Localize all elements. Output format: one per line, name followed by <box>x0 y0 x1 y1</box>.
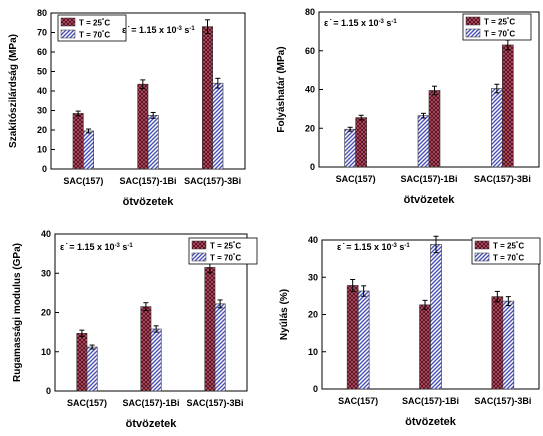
bar <box>212 82 224 170</box>
chart-panel-3: 0 10 20 30 40 Rugamassági modulus (GPa) SAC(15… <box>12 229 258 430</box>
x-tick-label: SAC(157)-1Bi <box>402 396 459 406</box>
x-axis-label: ötvözetek <box>126 418 178 430</box>
x-axis-label: ötvözetek <box>123 196 175 208</box>
y-tick-label: 20 <box>305 123 315 133</box>
bar <box>417 115 430 168</box>
y-tick-label: 30 <box>41 268 51 278</box>
bar <box>72 113 84 170</box>
y-tick-label: 0 <box>310 162 315 172</box>
y-tick-label: 40 <box>305 85 315 95</box>
bar <box>86 346 98 392</box>
legend: T = 25°C T = 70°C <box>188 237 258 265</box>
strain-rate-annotation: ε ̇ = 1.15 x 10-3 s-1 <box>324 18 397 28</box>
legend-swatch <box>465 16 481 26</box>
bar <box>83 130 94 170</box>
legend: T = 25°C T = 70°C <box>57 14 127 42</box>
x-tick-label: SAC(157) <box>336 174 376 184</box>
bar <box>346 285 359 390</box>
y-tick-label: 20 <box>37 125 47 135</box>
bar <box>355 117 367 168</box>
legend-swatch <box>191 240 207 250</box>
y-axis-label: Nyúlás (%) <box>279 289 290 340</box>
strain-rate-annotation: ε ̇ = 1.15 x 10-3 s-1 <box>60 242 133 252</box>
legend-label: T = 25°C <box>484 18 515 27</box>
legend: T = 25°C T = 70°C <box>462 13 532 41</box>
x-axis-label: ötvözetek <box>404 194 456 206</box>
y-tick-label: 40 <box>41 229 51 239</box>
bar <box>502 44 514 168</box>
legend-swatch <box>465 28 481 38</box>
x-tick-label: SAC(157) <box>67 398 107 408</box>
y-tick-label: 30 <box>37 106 47 116</box>
x-tick-label: SAC(157)-1Bi <box>122 398 179 408</box>
y-tick-label: 10 <box>41 347 51 357</box>
y-axis-label: Rugamassági modulus (GPa) <box>12 243 23 382</box>
legend-label: T = 25°C <box>79 19 110 28</box>
y-tick-label: 60 <box>37 47 47 57</box>
y-tick-label: 0 <box>42 164 47 174</box>
legend-label: T = 25°C <box>493 242 524 251</box>
legend-label: T = 25°C <box>210 242 241 251</box>
legend-swatch <box>474 252 490 262</box>
legend-swatch <box>60 17 76 27</box>
y-tick-label: 10 <box>308 347 318 357</box>
x-tick-label: SAC(157) <box>63 176 103 186</box>
y-tick-label: 20 <box>308 310 318 320</box>
bar <box>150 328 162 392</box>
chart-panel-4: 0 10 20 30 40 Nyúlás (%) SAC(157) SAC(157)-1Bi S… <box>279 235 541 428</box>
y-tick-label: 60 <box>305 46 315 56</box>
legend: T = 25°C T = 70°C <box>471 237 541 265</box>
x-tick-label: SAC(157)-3Bi <box>474 174 531 184</box>
bar <box>428 90 441 168</box>
bar <box>204 267 216 392</box>
y-tick-label: 70 <box>37 28 47 38</box>
y-tick-label: 0 <box>46 386 51 396</box>
bar <box>419 304 431 390</box>
y-tick-label: 80 <box>305 7 315 17</box>
x-tick-label: SAC(157)-1Bi <box>400 174 457 184</box>
chart-panel-1: 0 10 20 30 40 50 60 70 80 Szakítószilárdság (MPa)… <box>8 8 246 208</box>
legend-swatch <box>60 29 76 39</box>
strain-rate-annotation: ε ̇ = 1.15 x 10-3 s-1 <box>337 242 410 252</box>
x-tick-label: SAC(157)-3Bi <box>186 398 243 408</box>
y-tick-label: 80 <box>37 8 47 18</box>
bar <box>344 128 356 168</box>
y-tick-label: 20 <box>41 308 51 318</box>
legend-label: T = 70°C <box>79 31 110 40</box>
y-axis-label: Folyáshatár (MPa) <box>276 46 287 132</box>
y-tick-label: 40 <box>308 235 318 245</box>
bar <box>137 83 149 170</box>
bar <box>76 333 88 392</box>
y-axis-label: Szakítószilárdság (MPa) <box>8 34 19 148</box>
y-tick-label: 40 <box>37 86 47 96</box>
y-tick-label: 0 <box>313 384 318 394</box>
y-tick-label: 10 <box>37 145 47 155</box>
bar <box>357 290 370 390</box>
y-tick-label: 30 <box>308 272 318 282</box>
bar <box>491 296 504 390</box>
bar <box>140 306 152 392</box>
bar <box>214 303 226 392</box>
legend-label: T = 70°C <box>493 254 524 263</box>
y-tick-label: 50 <box>37 67 47 77</box>
legend-label: T = 70°C <box>210 254 241 263</box>
bar <box>502 300 515 390</box>
x-tick-label: SAC(157) <box>338 396 378 406</box>
chart-panel-2: 0 20 40 60 80 Folyáshatár (MPa) SAC(157) SAC(15… <box>276 7 540 206</box>
bar <box>430 244 442 390</box>
x-tick-label: SAC(157)-1Bi <box>119 176 176 186</box>
bar <box>202 26 213 170</box>
bar <box>491 88 503 168</box>
legend-swatch <box>474 240 490 250</box>
bar <box>147 115 159 170</box>
legend-swatch <box>191 252 207 262</box>
legend-label: T = 70°C <box>484 30 515 39</box>
x-tick-label: SAC(157)-3Bi <box>184 176 241 186</box>
x-axis-label: ötvözetek <box>405 416 457 428</box>
strain-rate-annotation: ε ̇ = 1.15 x 10-3 s-1 <box>122 25 195 35</box>
x-tick-label: SAC(157)-3Bi <box>474 396 531 406</box>
